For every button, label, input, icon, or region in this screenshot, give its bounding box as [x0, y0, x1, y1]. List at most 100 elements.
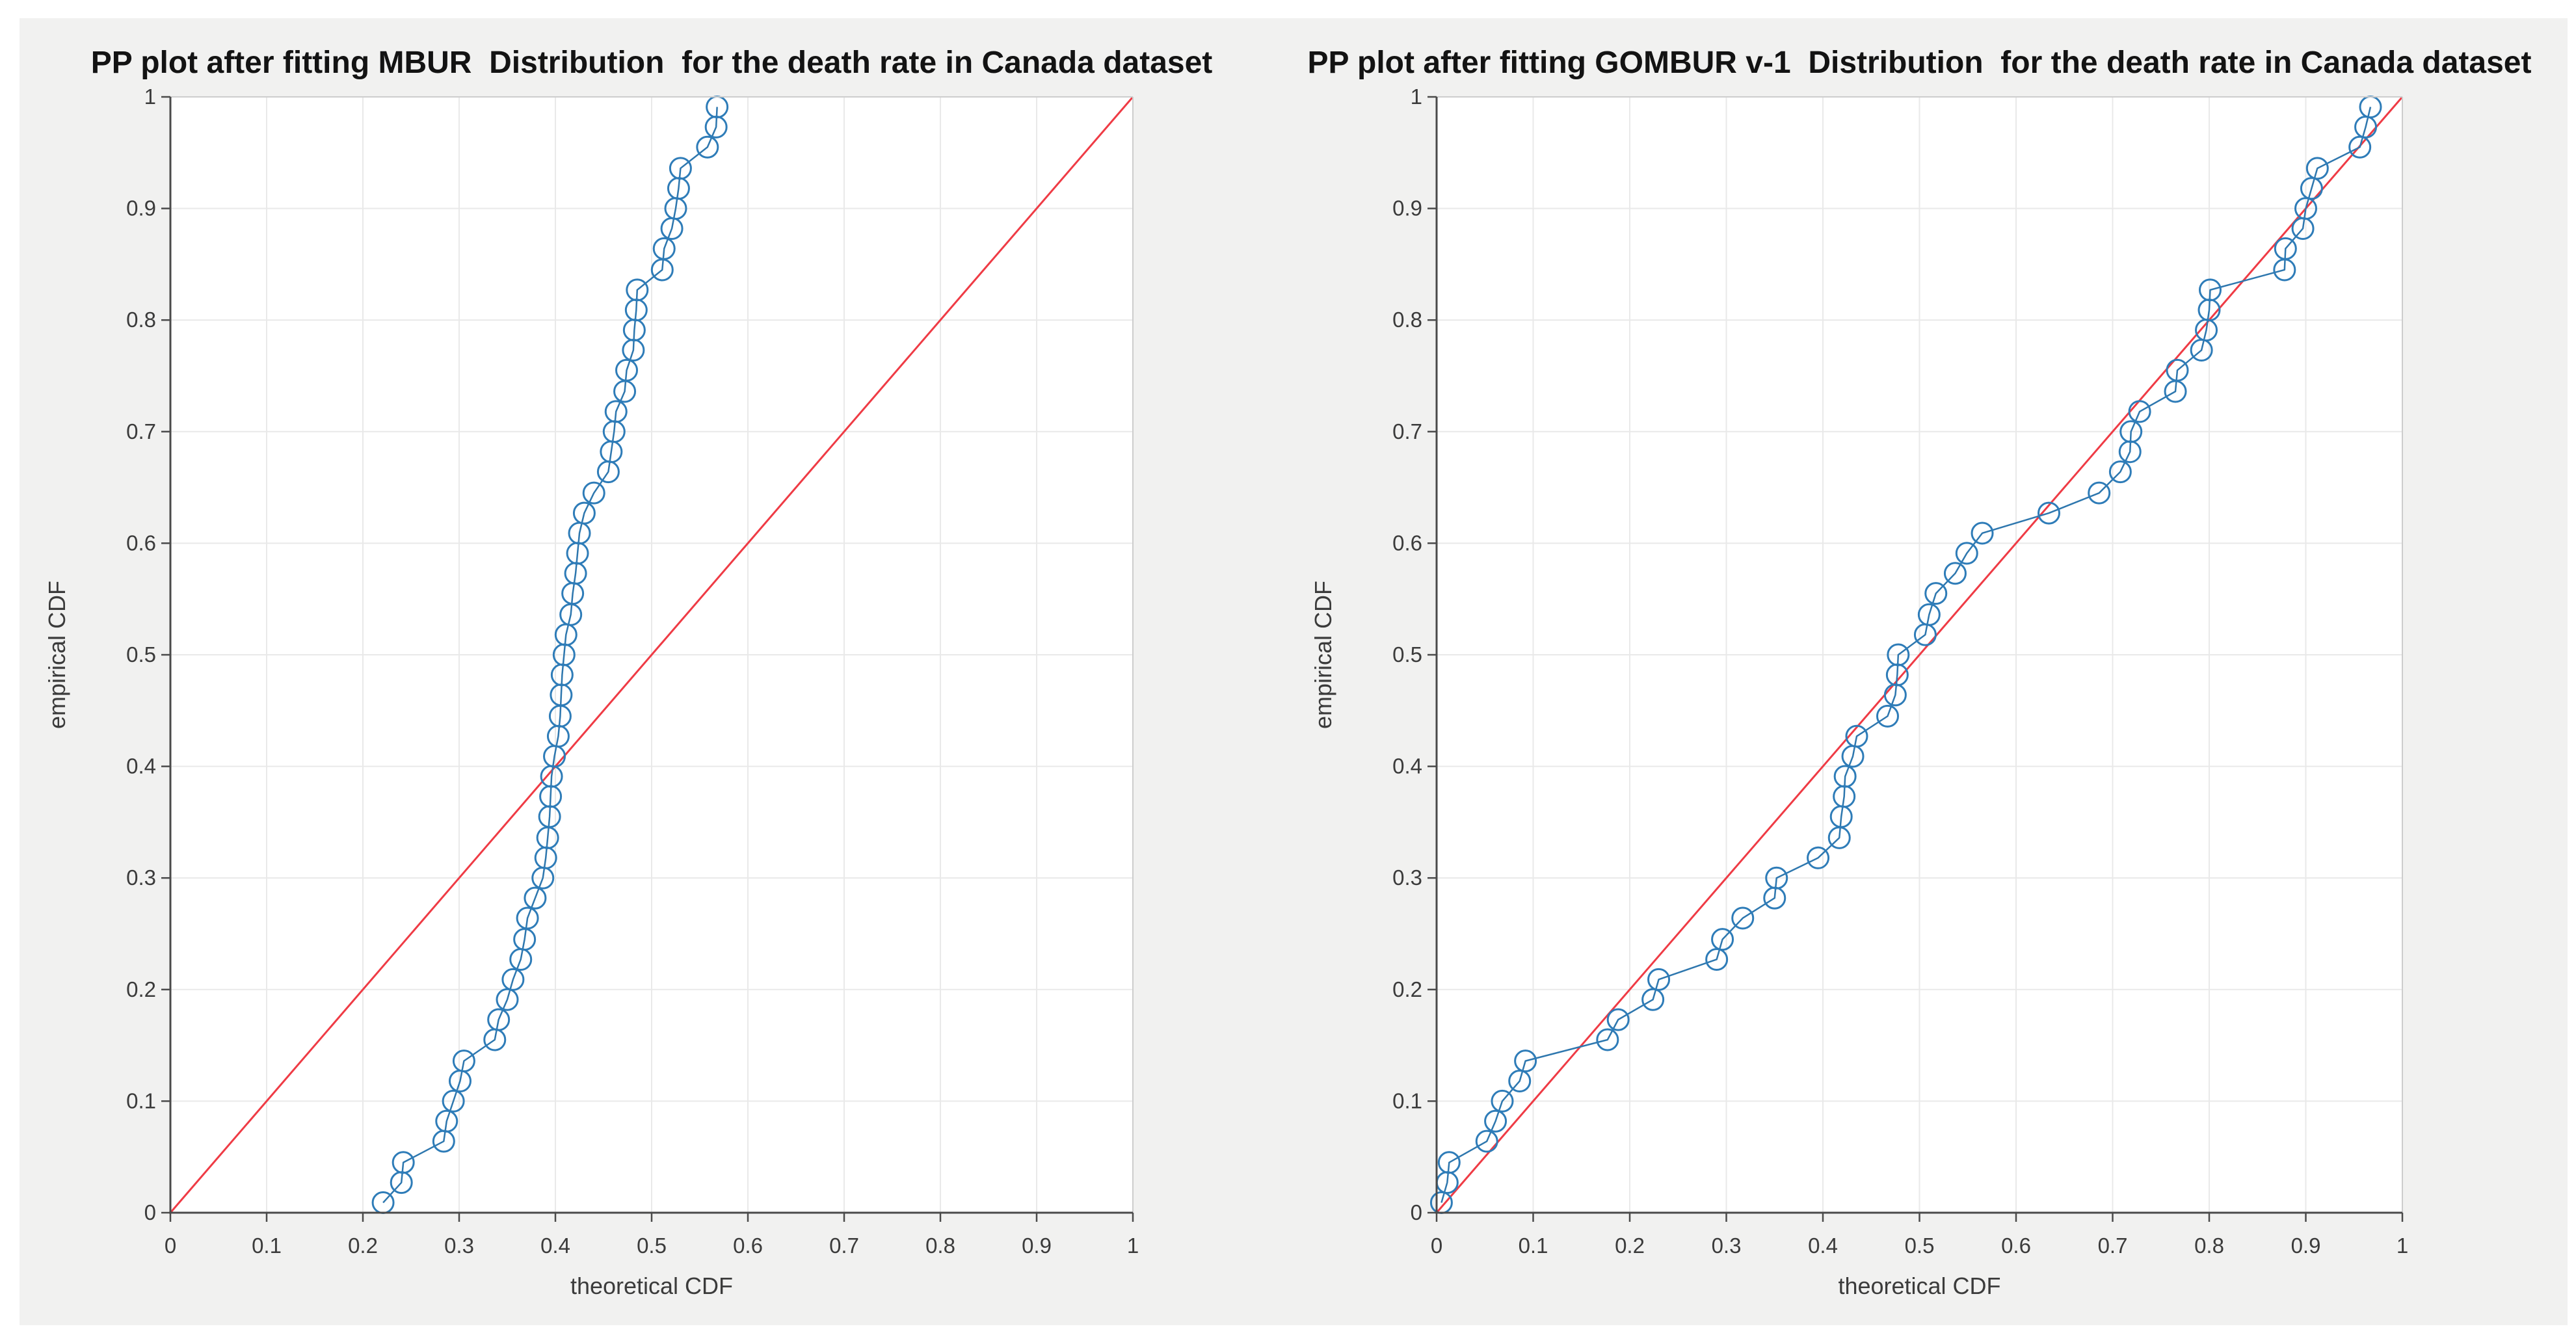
empirical-vs-theoretical-line — [382, 107, 718, 1204]
y-axis: 0 0.1 0.2 0.3 0.4 0.5 0.6 0.7 0.8 0.9 1 — [126, 85, 172, 1224]
data-point-marker — [1887, 643, 1910, 666]
y-tick-label: 0.7 — [126, 419, 156, 443]
y-axis-label: empirical CDF — [1310, 581, 1336, 729]
data-point-marker — [626, 278, 649, 302]
data-point-marker — [1833, 765, 1857, 788]
data-point-markers — [1429, 95, 2382, 1215]
x-tick-label: 0.9 — [2291, 1234, 2321, 1258]
x-tick-label: 0.1 — [1519, 1234, 1548, 1258]
y-tick-label: 0 — [144, 1200, 156, 1224]
data-point-marker — [1711, 928, 1734, 951]
grid-lines — [1437, 97, 2402, 1213]
data-point-marker — [652, 237, 676, 260]
x-tick-label: 0.9 — [1022, 1234, 1052, 1258]
data-point-marker — [1596, 1028, 1619, 1051]
x-tick-label: 0.5 — [1905, 1234, 1935, 1258]
y-tick-label: 0.6 — [126, 531, 156, 555]
x-tick-label: 0.6 — [2001, 1234, 2031, 1258]
data-point-marker — [1924, 582, 1948, 605]
plot-title: PP plot after fitting MBUR Distribution … — [91, 46, 1213, 80]
x-tick-label: 0.5 — [637, 1234, 667, 1258]
x-tick-label: 0.6 — [733, 1234, 763, 1258]
x-tick-label: 0.4 — [1808, 1234, 1838, 1258]
y-tick-label: 1 — [1411, 85, 1422, 109]
x-tick-label: 0.4 — [540, 1234, 570, 1258]
data-point-marker — [696, 135, 719, 159]
data-point-marker — [1807, 846, 1830, 869]
y-tick-label: 0.5 — [1392, 642, 1422, 666]
y-tick-label: 0.3 — [1392, 865, 1422, 890]
x-tick-label: 0.1 — [252, 1234, 282, 1258]
x-tick-label: 0.8 — [925, 1234, 955, 1258]
data-point-marker — [1943, 562, 1967, 585]
data-point-marker — [1731, 906, 1755, 930]
x-axis-label: theoretical CDF — [1838, 1273, 2000, 1299]
data-point-marker — [501, 968, 525, 991]
data-point-marker — [1475, 1129, 1498, 1153]
y-tick-label: 0 — [1411, 1200, 1422, 1224]
data-point-marker — [442, 1089, 465, 1113]
reference-diagonal-line — [1435, 96, 2404, 1213]
data-point-marker — [392, 1151, 415, 1174]
y-tick-label: 0.8 — [1392, 308, 1422, 332]
data-point-marker — [435, 1109, 458, 1133]
data-point-marker — [604, 400, 628, 423]
data-point-marker — [669, 157, 692, 180]
y-tick-label: 0.8 — [126, 308, 156, 332]
reference-diagonal-line — [169, 96, 1134, 1213]
x-tick-label: 0 — [1431, 1234, 1442, 1258]
data-point-marker — [487, 1008, 511, 1031]
data-point-marker — [1765, 866, 1788, 890]
y-tick-label: 0.3 — [126, 865, 156, 890]
data-point-marker — [1917, 603, 1941, 626]
y-tick-label: 0.9 — [1392, 196, 1422, 220]
data-point-marker — [2166, 358, 2189, 382]
data-point-marker — [2088, 481, 2111, 505]
data-point-markers — [371, 95, 729, 1215]
data-point-marker — [1647, 968, 1671, 991]
x-tick-label: 0.2 — [348, 1234, 378, 1258]
y-axis: 0 0.1 0.2 0.3 0.4 0.5 0.6 0.7 0.8 0.9 1 — [1392, 85, 1438, 1224]
x-tick-label: 0.8 — [2194, 1234, 2224, 1258]
x-tick-label: 1 — [1127, 1234, 1139, 1258]
x-tick-label: 0 — [165, 1234, 176, 1258]
x-axis: 0 0.1 0.2 0.3 0.4 0.5 0.6 0.7 0.8 0.9 1 — [165, 1211, 1139, 1258]
pp-plot-gombur-v1: 0 0.1 0.2 0.3 0.4 0.5 0.6 0.7 0.8 0.9 100.10.20.30… — [1308, 46, 2532, 1299]
data-point-marker — [2119, 420, 2143, 443]
x-axis: 0 0.1 0.2 0.3 0.4 0.5 0.6 0.7 0.8 0.9 1 — [1431, 1211, 2408, 1258]
data-point-marker — [1437, 1151, 1461, 1174]
data-point-marker — [615, 358, 639, 382]
y-tick-label: 0.6 — [1392, 531, 1422, 555]
y-tick-label: 0.9 — [126, 196, 156, 220]
y-tick-label: 0.1 — [126, 1089, 156, 1113]
data-point-marker — [524, 886, 547, 910]
pp-plot-mbur: 0 0.1 0.2 0.3 0.4 0.5 0.6 0.7 0.8 0.9 100.10.20.30… — [44, 46, 1212, 1299]
x-tick-label: 0.3 — [1712, 1234, 1742, 1258]
grid-lines — [170, 97, 1133, 1213]
y-axis-label: empirical CDF — [44, 581, 70, 729]
x-tick-label: 1 — [2397, 1234, 2408, 1258]
y-tick-label: 0.7 — [1392, 419, 1422, 443]
data-point-marker — [1514, 1049, 1537, 1073]
y-tick-label: 0.5 — [126, 642, 156, 666]
data-point-marker — [2305, 157, 2329, 180]
data-point-marker — [2128, 400, 2151, 423]
data-point-marker — [572, 501, 596, 525]
data-point-marker — [2274, 237, 2297, 260]
x-tick-label: 0.7 — [829, 1234, 859, 1258]
x-axis-label: theoretical CDF — [570, 1273, 733, 1299]
plot-title: PP plot after fitting GOMBUR v-1 Distrib… — [1308, 46, 2532, 80]
data-point-marker — [452, 1049, 475, 1073]
data-point-marker — [1606, 1008, 1630, 1031]
data-point-marker — [1484, 1109, 1507, 1133]
data-point-marker — [1876, 704, 1899, 728]
y-tick-label: 1 — [144, 85, 156, 109]
x-tick-label: 0.3 — [444, 1234, 474, 1258]
data-point-marker — [2037, 501, 2060, 525]
data-point-marker — [516, 906, 539, 930]
x-tick-label: 0.2 — [1615, 1234, 1645, 1258]
y-tick-label: 0.2 — [1392, 977, 1422, 1001]
y-tick-label: 0.4 — [126, 754, 156, 778]
empirical-vs-theoretical-line — [1441, 107, 2372, 1203]
